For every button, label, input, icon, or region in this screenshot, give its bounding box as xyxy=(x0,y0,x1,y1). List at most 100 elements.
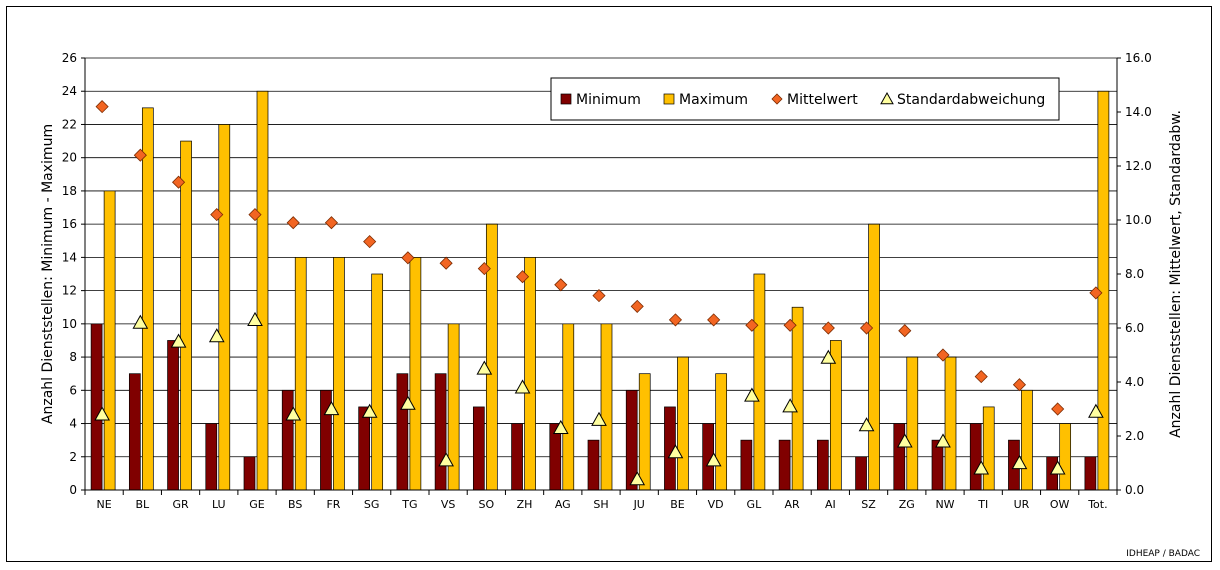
bar-minimum xyxy=(281,389,294,491)
marker-standardabweichung xyxy=(514,379,531,394)
bar-minimum xyxy=(243,456,256,491)
y2-tick-label: 12.0 xyxy=(1125,159,1152,173)
y2-tick-label: 10.0 xyxy=(1125,213,1152,227)
y2-tick-label: 6.0 xyxy=(1125,321,1144,335)
bar-minimum xyxy=(167,340,179,491)
marker-mittelwert xyxy=(210,208,224,222)
x-tick-label: GR xyxy=(172,498,189,511)
marker-standardabweichung xyxy=(820,349,837,364)
y-tick-label: 16 xyxy=(62,217,77,231)
bar-minimum xyxy=(778,439,791,491)
legend-box xyxy=(550,77,1060,121)
bar-maximum xyxy=(944,356,957,491)
source-note: IDHEAP / BADAC xyxy=(1126,549,1200,559)
bar-maximum xyxy=(103,190,116,491)
legend-label-minimum: Minimum xyxy=(576,92,641,108)
bar-maximum xyxy=(485,223,498,491)
marker-standardabweichung xyxy=(591,411,607,426)
marker-mittelwert xyxy=(363,235,377,249)
markers xyxy=(94,100,1104,486)
bar-maximum xyxy=(677,356,689,491)
bar-maximum xyxy=(371,273,384,491)
legend-label-maximum: Maximum xyxy=(679,92,748,108)
bar-maximum xyxy=(906,356,919,491)
x-tick-label: TI xyxy=(977,498,988,511)
marker-mittelwert xyxy=(630,299,644,313)
y-tick-label: 18 xyxy=(62,184,77,198)
bar-minimum xyxy=(969,423,982,491)
x-tick-label: SG xyxy=(364,498,380,511)
marker-standardabweichung xyxy=(247,311,263,326)
x-tick-label: VD xyxy=(708,498,724,511)
marker-standardabweichung xyxy=(170,333,187,348)
x-tick-label: BE xyxy=(670,498,685,511)
x-tick-label: AG xyxy=(555,498,571,511)
marker-mittelwert xyxy=(1089,286,1103,300)
marker-mittelwert xyxy=(286,216,300,230)
marker-standardabweichung xyxy=(400,395,416,410)
marker-standardabweichung xyxy=(361,403,378,418)
x-tick-label: BS xyxy=(288,498,302,511)
bar-maximum xyxy=(1021,389,1033,491)
x-tick-label: GL xyxy=(747,498,763,511)
marker-standardabweichung xyxy=(1088,403,1104,418)
bar-minimum xyxy=(740,439,753,491)
y2-axis-title: Anzahl Dienststellen: Mittelwert, Standa… xyxy=(1168,110,1184,438)
x-tick-label: JU xyxy=(633,498,645,511)
marker-standardabweichung xyxy=(782,398,798,413)
bar-maximum xyxy=(256,90,269,491)
x-tick-label: AR xyxy=(785,498,801,511)
x-tick-label: GE xyxy=(249,498,265,511)
marker-mittelwert xyxy=(324,216,339,230)
y-tick-label: 10 xyxy=(62,317,77,331)
bar-minimum xyxy=(472,406,485,491)
bar-maximum xyxy=(562,323,575,491)
marker-mittelwert xyxy=(783,318,797,332)
marker-standardabweichung xyxy=(935,433,951,448)
marker-standardabweichung xyxy=(973,460,990,475)
x-tick-label: VS xyxy=(441,498,456,511)
y-tick-label: 22 xyxy=(62,117,77,131)
x-tick-label: LU xyxy=(212,498,226,511)
bar-maximum xyxy=(409,257,422,491)
bar-maximum xyxy=(791,306,804,491)
bar-maximum xyxy=(638,373,651,491)
y-axis-title: Anzahl Dienststellen: Minimum - Maximum xyxy=(40,124,56,424)
marker-standardabweichung xyxy=(896,433,913,448)
bar-maximum xyxy=(524,257,536,491)
x-tick-label: ZH xyxy=(517,498,533,511)
bar-minimum xyxy=(1084,456,1097,491)
y-tick-label: 0 xyxy=(69,483,77,497)
y-tick-label: 8 xyxy=(69,350,77,364)
marker-mittelwert xyxy=(554,278,568,292)
marker-standardabweichung xyxy=(438,452,454,467)
x-tick-label: ZG xyxy=(899,498,915,511)
x-tick-label: SO xyxy=(479,498,495,511)
marker-mittelwert xyxy=(1012,378,1027,392)
legend: Minimum Maximum Mittelwert Standardabweichu… xyxy=(550,77,1060,121)
marker-mittelwert xyxy=(248,208,262,222)
y-tick-label: 26 xyxy=(62,51,77,65)
marker-mittelwert xyxy=(1051,402,1065,416)
x-tick-label: NE xyxy=(97,498,112,511)
bar-minimum xyxy=(434,373,447,491)
bar-maximum xyxy=(180,140,192,491)
marker-standardabweichung xyxy=(705,452,722,467)
y2-tick-label: 2.0 xyxy=(1125,429,1144,443)
marker-standardabweichung xyxy=(552,419,569,434)
legend-label-standardabweichung: Standardabweichung xyxy=(897,92,1045,108)
x-tick-label: Tot. xyxy=(1087,498,1107,511)
legend-swatch-maximum xyxy=(663,93,675,105)
marker-standardabweichung xyxy=(1049,460,1066,475)
bar-minimum xyxy=(128,373,141,491)
bar-minimum xyxy=(511,423,523,491)
x-tick-label: UR xyxy=(1014,498,1030,511)
marker-standardabweichung xyxy=(667,444,684,459)
marker-standardabweichung xyxy=(132,314,149,329)
y-tick-label: 2 xyxy=(69,450,77,464)
y2-tick-label: 16.0 xyxy=(1125,51,1152,65)
y2-tick-label: 4.0 xyxy=(1125,375,1144,389)
marker-standardabweichung xyxy=(744,387,760,402)
bar-maximum xyxy=(141,107,154,491)
